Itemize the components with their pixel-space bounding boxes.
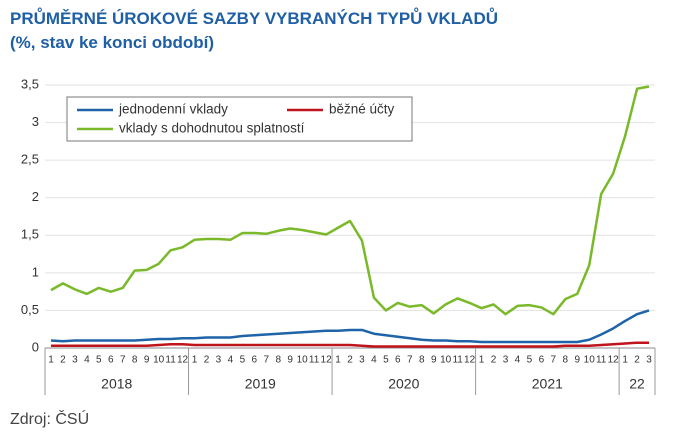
x-tick-label: 6	[108, 355, 114, 366]
chart-subtitle: (%, stav ke konci období)	[10, 33, 214, 52]
x-tick-label: 7	[120, 355, 126, 366]
legend-box	[66, 96, 413, 142]
x-tick-label: 3	[72, 355, 78, 366]
x-tick-label: 8	[275, 355, 281, 366]
x-tick-label: 3	[503, 355, 509, 366]
x-tick-label: 3	[359, 355, 365, 366]
x-tick-label: 1	[479, 355, 485, 366]
x-tick-label: 8	[563, 355, 569, 366]
x-tick-label: 5	[383, 355, 389, 366]
x-tick-label: 1	[192, 355, 198, 366]
x-tick-label: 12	[608, 355, 620, 366]
y-tick-label: 2,5	[21, 152, 39, 167]
x-tick-label: 12	[177, 355, 189, 366]
year-label: 2018	[101, 376, 132, 392]
x-tick-label: 7	[407, 355, 413, 366]
x-tick-label: 2	[634, 355, 640, 366]
y-tick-label: 0,5	[21, 302, 39, 317]
x-tick-label: 8	[419, 355, 425, 366]
y-tick-label: 0	[32, 339, 39, 354]
x-tick-label: 10	[440, 355, 452, 366]
x-tick-label: 9	[144, 355, 150, 366]
year-label: 2021	[532, 376, 563, 392]
x-tick-label: 6	[539, 355, 545, 366]
series-line	[50, 309, 650, 344]
x-tick-label: 5	[527, 355, 533, 366]
series-line	[50, 341, 650, 348]
x-tick-label: 6	[252, 355, 258, 366]
x-tick-label: 2	[347, 355, 353, 366]
x-tick-label: 9	[287, 355, 293, 366]
x-tick-label: 3	[216, 355, 222, 366]
year-label: 2020	[388, 376, 419, 392]
x-tick-label: 2	[491, 355, 497, 366]
x-tick-label: 7	[263, 355, 269, 366]
x-tick-label: 7	[551, 355, 557, 366]
x-tick-label: 4	[515, 355, 521, 366]
legend-label: jednodenní vklady	[118, 102, 228, 117]
x-tick-label: 12	[464, 355, 476, 366]
x-tick-label: 5	[240, 355, 246, 366]
y-tick-label: 2	[32, 189, 39, 204]
x-tick-label: 4	[84, 355, 90, 366]
x-tick-label: 1	[48, 355, 54, 366]
year-label: 22	[629, 376, 645, 392]
x-tick-label: 11	[309, 355, 320, 366]
x-tick-label: 8	[132, 355, 138, 366]
x-tick-label: 11	[452, 355, 463, 366]
y-tick-label: 1	[32, 264, 39, 279]
y-tick-label: 3,5	[21, 76, 39, 91]
x-tick-label: 4	[371, 355, 377, 366]
x-tick-label: 2	[204, 355, 210, 366]
y-tick-label: 3	[32, 114, 39, 129]
x-tick-label: 10	[584, 355, 596, 366]
x-tick-label: 10	[153, 355, 165, 366]
legend-label: běžné účty	[329, 102, 395, 117]
x-tick-label: 9	[574, 355, 580, 366]
x-tick-label: 11	[165, 355, 176, 366]
x-tick-label: 2	[60, 355, 66, 366]
x-tick-label: 12	[321, 355, 333, 366]
x-tick-label: 5	[96, 355, 102, 366]
source: Zdroj: ČSÚ	[10, 409, 89, 428]
legend-label: vklady s dohodnutou splatností	[119, 121, 305, 136]
y-tick-label: 1,5	[21, 227, 39, 242]
x-tick-label: 11	[596, 355, 607, 366]
chart-title: PRŮMĚRNÉ ÚROKOVÉ SAZBY VYBRANÝCH TYPŮ VK…	[10, 8, 498, 28]
x-tick-label: 1	[335, 355, 341, 366]
series-line	[50, 85, 650, 316]
x-tick-label: 3	[646, 355, 652, 366]
x-tick-label: 10	[297, 355, 309, 366]
year-label: 2019	[245, 376, 276, 392]
x-tick-label: 4	[228, 355, 234, 366]
x-tick-label: 6	[395, 355, 401, 366]
x-tick-label: 1	[622, 355, 628, 366]
x-tick-label: 9	[431, 355, 437, 366]
